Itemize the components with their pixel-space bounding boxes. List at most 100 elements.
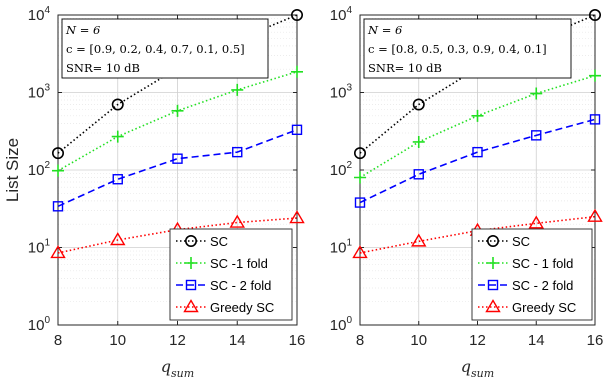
legend-label: SC - 2 fold	[512, 278, 573, 293]
y-tick-exponent: 1	[44, 238, 50, 249]
legend-label: SC - 2 fold	[210, 278, 271, 293]
x-axis-label-base: q	[161, 357, 171, 376]
x-axis-label: qsum	[461, 357, 494, 377]
y-tick-base: 10	[28, 7, 45, 24]
legend-frame	[169, 228, 293, 321]
legend-frame	[471, 228, 593, 321]
y-tick-base: 10	[28, 240, 45, 257]
series-line	[57, 129, 298, 208]
legend-marker	[185, 235, 198, 248]
legend-entry: SC	[176, 234, 228, 249]
legend-marker	[185, 279, 197, 291]
x-tick-label: 12	[469, 332, 486, 349]
data-point	[111, 130, 124, 143]
legend-marker	[487, 257, 499, 269]
data-point	[291, 124, 303, 136]
x-axis-label: qsum	[161, 357, 194, 377]
x-tick-label: 8	[54, 332, 62, 349]
series-line	[359, 118, 596, 204]
y-tick-label: 103	[330, 83, 353, 102]
data-point	[112, 174, 123, 185]
annotation-line-n: N = 6	[367, 23, 402, 37]
y-tick-label: 104	[330, 5, 353, 24]
legend-entry: SC - 2 fold	[478, 278, 573, 293]
y-tick-base: 10	[28, 85, 45, 102]
legend-marker	[185, 257, 197, 269]
x-axis-label-subscript: sum	[171, 367, 194, 377]
data-point	[52, 201, 64, 212]
y-tick-exponent: 4	[44, 5, 50, 16]
y-tick-base: 10	[28, 162, 45, 179]
x-tick-label: 14	[229, 332, 246, 349]
annotation-box: N = 6 c = [0.8, 0.5, 0.3, 0.9, 0.4, 0.1] S…	[363, 18, 572, 79]
legend: SC SC -1 fold SC - 2 fold Greedy SC	[169, 228, 293, 321]
legend-label: Greedy SC	[512, 300, 576, 315]
data-point	[472, 146, 483, 158]
y-tick-label: 102	[28, 160, 51, 179]
data-point	[229, 214, 245, 228]
data-point	[289, 210, 305, 224]
data-point	[354, 171, 366, 184]
annotation-frame	[363, 18, 572, 79]
data-point	[290, 9, 303, 21]
series-line	[57, 217, 298, 254]
legend-entry: SC - 2 fold	[176, 278, 271, 293]
legend-label: SC	[512, 234, 530, 249]
series-square	[354, 114, 601, 208]
x-axis-label-base: q	[461, 357, 471, 376]
y-tick-exponent: 2	[346, 160, 352, 171]
data-point	[587, 208, 603, 222]
y-tick-label: 101	[330, 238, 353, 257]
data-point	[50, 245, 66, 259]
y-tick-exponent: 0	[346, 315, 352, 326]
x-tick-label: 12	[169, 332, 186, 349]
data-point	[530, 87, 543, 100]
legend-label: Greedy SC	[210, 300, 274, 315]
annotation-line-c: c = [0.9, 0.2, 0.4, 0.7, 0.1, 0.5]	[66, 42, 245, 56]
y-tick-base: 10	[330, 162, 347, 179]
data-point	[291, 65, 303, 78]
legend-label: SC -1 fold	[210, 256, 268, 271]
data-point	[412, 135, 425, 148]
y-tick-exponent: 3	[44, 83, 50, 94]
x-tick-label: 14	[528, 332, 545, 349]
y-tick-exponent: 3	[346, 83, 352, 94]
legend-marker	[485, 299, 501, 313]
x-tick-label: 16	[587, 332, 604, 349]
x-axis-label-subscript: sum	[471, 367, 494, 377]
series-plus	[52, 65, 303, 177]
y-tick-exponent: 2	[44, 160, 50, 171]
y-tick-base: 10	[330, 317, 347, 334]
y-tick-base: 10	[28, 317, 45, 334]
data-point	[111, 98, 124, 111]
data-point	[354, 197, 366, 208]
legend-entry: Greedy SC	[478, 299, 576, 315]
y-tick-label: 100	[330, 315, 353, 334]
legend-entry: SC - 1 fold	[478, 256, 573, 271]
x-tick-label: 8	[356, 332, 364, 349]
data-point	[110, 232, 126, 246]
legend-marker	[486, 235, 499, 248]
data-point	[353, 147, 366, 160]
x-tick-label: 16	[289, 332, 306, 349]
data-point	[531, 130, 542, 141]
data-point	[413, 169, 424, 180]
annotation-line-n: N = 6	[65, 23, 100, 37]
annotation-box: N = 6 c = [0.9, 0.2, 0.4, 0.7, 0.1, 0.5] S…	[61, 18, 269, 79]
data-point	[231, 83, 244, 96]
y-tick-base: 10	[330, 240, 347, 257]
legend: SC SC - 1 fold SC - 2 fold Greedy SC	[471, 228, 593, 321]
data-point	[589, 114, 601, 125]
y-axis-label: List Size	[3, 138, 22, 202]
legend-label: SC - 1 fold	[512, 256, 573, 271]
legend-entry: SC -1 fold	[176, 256, 268, 271]
annotation-frame	[61, 18, 269, 79]
data-point	[528, 215, 544, 229]
y-tick-exponent: 1	[346, 238, 352, 249]
y-tick-label: 100	[28, 315, 51, 334]
data-point	[589, 69, 601, 82]
y-tick-exponent: 0	[44, 315, 50, 326]
y-tick-base: 10	[330, 7, 347, 24]
y-tick-label: 104	[28, 5, 51, 24]
